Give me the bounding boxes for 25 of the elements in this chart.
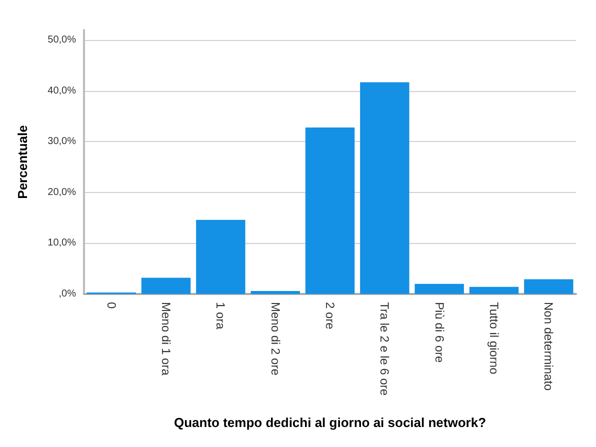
bar [250, 290, 300, 294]
x-tick-label: Meno di 1 ora [159, 302, 173, 376]
y-tick-label: ,0% [58, 288, 76, 300]
x-tick-label: Tra le 2 e le 6 ore [378, 302, 392, 396]
y-tick-label: 50,0% [48, 34, 76, 46]
x-tick-label: 0 [104, 302, 118, 309]
x-tick-label: 1 ora [214, 302, 228, 330]
y-tick-label: 30,0% [48, 136, 76, 148]
bar [414, 284, 464, 294]
bar [524, 279, 574, 294]
x-tick-label: Non determinato [542, 302, 556, 392]
bar [469, 286, 519, 294]
y-tick-label: 20,0% [48, 186, 76, 198]
bar [305, 127, 355, 294]
x-tick-label: Più di 6 ore [432, 302, 446, 364]
x-tick-label: Meno di 2 ore [268, 302, 282, 376]
x-tick-label: 2 ore [323, 302, 337, 330]
bar [360, 82, 410, 294]
bar [141, 278, 191, 294]
x-axis-title: Quanto tempo dedichi al giorno ai social network? [174, 415, 486, 430]
bar [196, 220, 246, 294]
y-tick-label: 10,0% [48, 238, 76, 249]
y-axis-title: Percentuale [15, 125, 30, 199]
y-tick-label: 40,0% [48, 85, 76, 96]
x-tick-label: Tutto il giorno [487, 302, 501, 375]
